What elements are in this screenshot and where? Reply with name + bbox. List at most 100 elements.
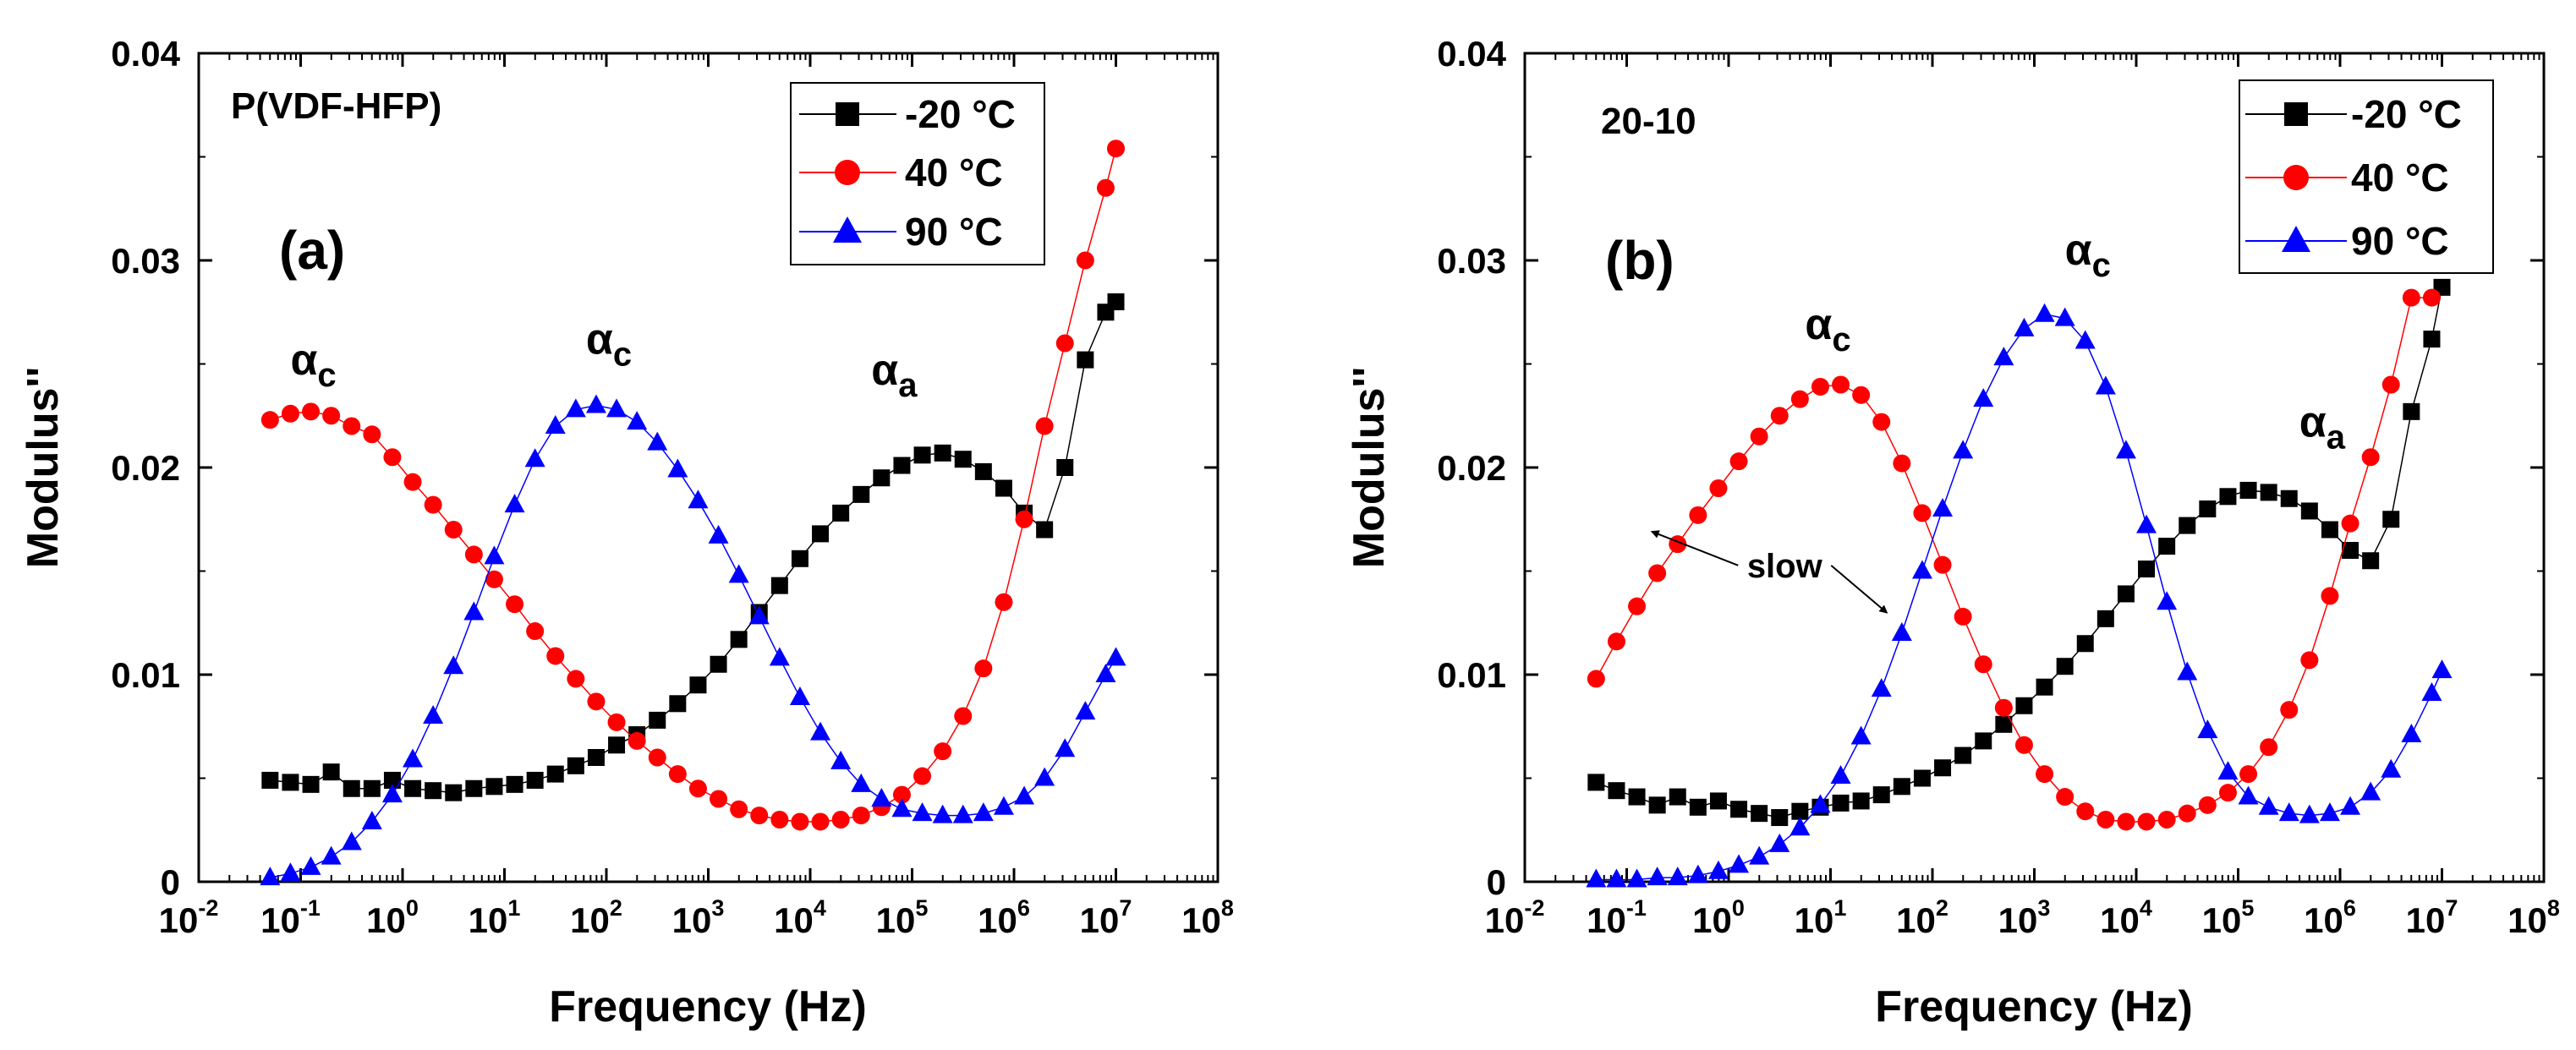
- legend-item: 90 °C: [799, 210, 1003, 254]
- x-axis-ticks: [1523, 53, 2546, 882]
- data-point-square: [852, 485, 870, 503]
- data-point-triangle: [1993, 347, 2014, 366]
- data-point-triangle: [2299, 804, 2320, 823]
- data-point-triangle: [708, 524, 729, 544]
- series-layer: [260, 139, 1126, 886]
- data-point-triangle: [1647, 867, 1668, 886]
- tick-base: 10: [2100, 900, 2140, 940]
- data-point-triangle: [688, 489, 709, 509]
- data-point-square: [1056, 459, 1074, 476]
- x-tick-label: 106: [2304, 895, 2356, 940]
- panel-label: (b): [1605, 230, 1674, 291]
- data-point-square: [1587, 774, 1605, 791]
- data-point-triangle: [361, 810, 382, 829]
- data-point-triangle: [606, 398, 628, 418]
- data-point-circle: [546, 647, 565, 665]
- x-tick-label: 10-1: [1587, 895, 1647, 940]
- series-layer: [1586, 278, 2453, 888]
- sample-label: P(VDF-HFP): [231, 85, 441, 127]
- data-point-triangle: [1626, 868, 1647, 888]
- series-circle: [1587, 288, 2441, 831]
- data-point-triangle: [2034, 303, 2055, 322]
- data-point-triangle: [1932, 498, 1954, 517]
- tick-base: 10: [876, 900, 916, 940]
- data-point-circle: [1933, 555, 1952, 574]
- peak-annotation: αa: [871, 346, 918, 404]
- y-tick-label: 0: [1487, 862, 1506, 902]
- data-point-circle: [260, 411, 279, 429]
- data-point-triangle: [2381, 758, 2402, 778]
- x-tick-label: 102: [1896, 895, 1948, 940]
- data-point-triangle: [769, 647, 790, 666]
- data-point-circle: [934, 742, 952, 761]
- peak-annotation: αc: [290, 336, 336, 394]
- x-tick-label: 101: [469, 895, 521, 940]
- legend-label: 90 °C: [2351, 219, 2449, 263]
- data-point-square: [282, 774, 299, 791]
- square-marker: [2284, 102, 2308, 126]
- data-point-triangle: [1749, 845, 1770, 865]
- y-axis-title: Modulus'': [1345, 367, 1394, 568]
- data-point-circle: [1015, 510, 1033, 528]
- tick-base: 10: [366, 900, 406, 940]
- tick-exponent: 4: [2140, 895, 2152, 921]
- data-point-triangle: [1911, 560, 1932, 579]
- data-point-triangle: [2278, 802, 2299, 822]
- y-tick-label: 0.03: [111, 241, 180, 281]
- data-point-circle: [485, 570, 503, 588]
- data-point-circle: [363, 425, 381, 444]
- tick-base: 10: [1998, 900, 2038, 940]
- data-point-square: [954, 451, 972, 468]
- data-point-triangle: [2431, 659, 2453, 679]
- tick-exponent: 4: [814, 895, 826, 921]
- data-point-triangle: [300, 856, 321, 875]
- data-point-square: [261, 771, 279, 789]
- data-point-circle: [464, 545, 483, 564]
- data-point-circle: [1096, 178, 1115, 197]
- data-point-circle: [770, 811, 789, 829]
- data-point-square: [1832, 794, 1850, 812]
- data-point-square: [832, 504, 850, 522]
- data-point-circle: [1076, 251, 1094, 270]
- data-point-triangle: [2177, 661, 2198, 681]
- data-point-circle: [1872, 413, 1891, 431]
- data-point-triangle: [789, 686, 810, 705]
- greek-symbol: α: [871, 346, 898, 395]
- tick-exponent: 8: [2547, 895, 2560, 921]
- data-point-triangle: [1095, 664, 1116, 682]
- data-point-circle: [1750, 427, 1768, 446]
- data-point-circle: [1689, 506, 1707, 524]
- data-point-square: [425, 782, 442, 800]
- data-point-triangle: [2136, 514, 2157, 533]
- tick-base: 10: [774, 900, 814, 940]
- legend-item: 90 °C: [2245, 219, 2449, 263]
- legend-item: -20 °C: [2245, 92, 2462, 136]
- data-point-square: [2015, 697, 2033, 714]
- data-point-triangle: [1973, 388, 1994, 407]
- data-point-circle: [892, 785, 911, 804]
- series-triangle: [1586, 303, 2453, 888]
- greek-symbol: α: [586, 314, 613, 364]
- data-point-square: [730, 631, 748, 648]
- data-point-square: [2362, 552, 2380, 570]
- triangle-marker: [833, 216, 862, 243]
- data-point-circle: [811, 812, 830, 831]
- circle-marker: [835, 160, 860, 185]
- data-point-square: [1689, 798, 1707, 816]
- data-point-triangle: [585, 394, 606, 413]
- y-axis-title: Modulus'': [19, 367, 68, 568]
- x-tick-label: 100: [1692, 895, 1745, 940]
- series-circle: [260, 139, 1125, 831]
- greek-subscript: c: [2092, 247, 2111, 284]
- data-point-square: [873, 469, 891, 487]
- data-point-square: [2321, 521, 2338, 539]
- x-tick-label: 103: [672, 895, 725, 940]
- data-point-triangle: [545, 415, 566, 434]
- data-point-square: [1852, 792, 1870, 810]
- data-point-circle: [648, 748, 666, 767]
- data-point-triangle: [891, 798, 913, 818]
- x-tick-label: 103: [1998, 895, 2051, 940]
- data-point-square: [995, 479, 1012, 497]
- data-point-triangle: [2197, 719, 2218, 739]
- greek-subscript: c: [613, 336, 632, 373]
